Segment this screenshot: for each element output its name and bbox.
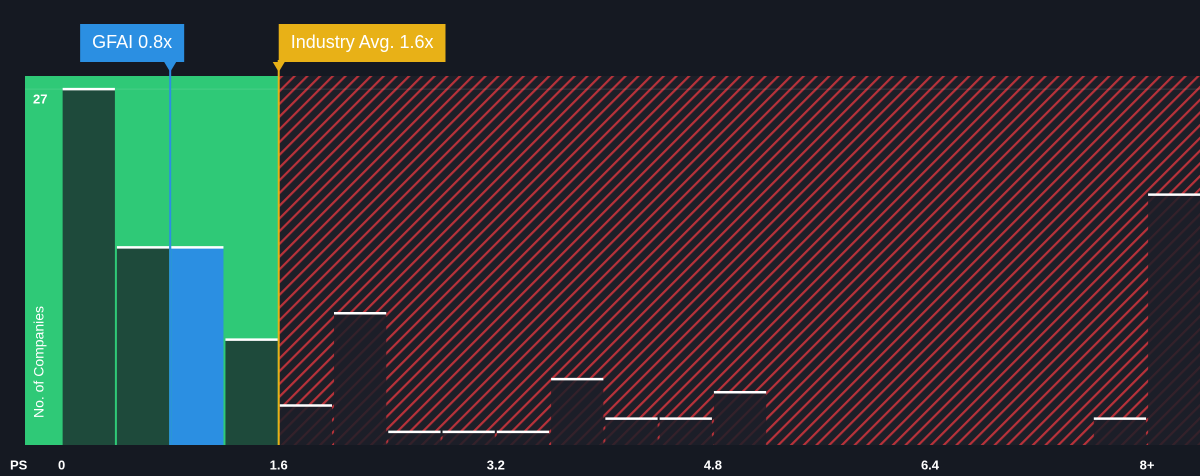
x-tick-label: 0 <box>58 457 65 472</box>
annotation-label: GFAI 0.8x <box>80 24 185 72</box>
bar <box>605 418 658 445</box>
annotation-text: GFAI 0.8x <box>92 32 172 52</box>
bar <box>659 418 712 445</box>
x-axis-label: PS <box>10 457 28 472</box>
annotation-pointer <box>272 62 285 72</box>
bar <box>171 247 224 445</box>
x-tick-label: 1.6 <box>270 457 288 472</box>
bar <box>116 247 170 445</box>
x-tick-label: 8+ <box>1140 457 1155 472</box>
bar <box>442 431 495 445</box>
bar <box>388 431 441 445</box>
bar <box>1093 418 1147 445</box>
bar <box>496 431 550 445</box>
y-tick-label: 27 <box>33 92 47 107</box>
x-tick-label: 3.2 <box>487 457 505 472</box>
annotation-pointer <box>164 62 177 72</box>
x-tick-label: 6.4 <box>921 457 940 472</box>
bar <box>279 405 332 445</box>
bar <box>551 379 604 445</box>
bar <box>333 313 387 445</box>
bar <box>713 392 767 445</box>
x-tick-label: 4.8 <box>704 457 722 472</box>
annotation-text: Industry Avg. 1.6x <box>291 32 434 52</box>
annotation-box <box>80 24 185 62</box>
bar <box>1148 194 1200 445</box>
bar <box>62 89 115 445</box>
annotation-label: Industry Avg. 1.6x <box>272 24 446 72</box>
bar <box>225 339 278 445</box>
annotation-box <box>278 24 446 62</box>
y-axis-label: No. of Companies <box>31 306 47 418</box>
above-average-zone <box>278 76 1200 445</box>
